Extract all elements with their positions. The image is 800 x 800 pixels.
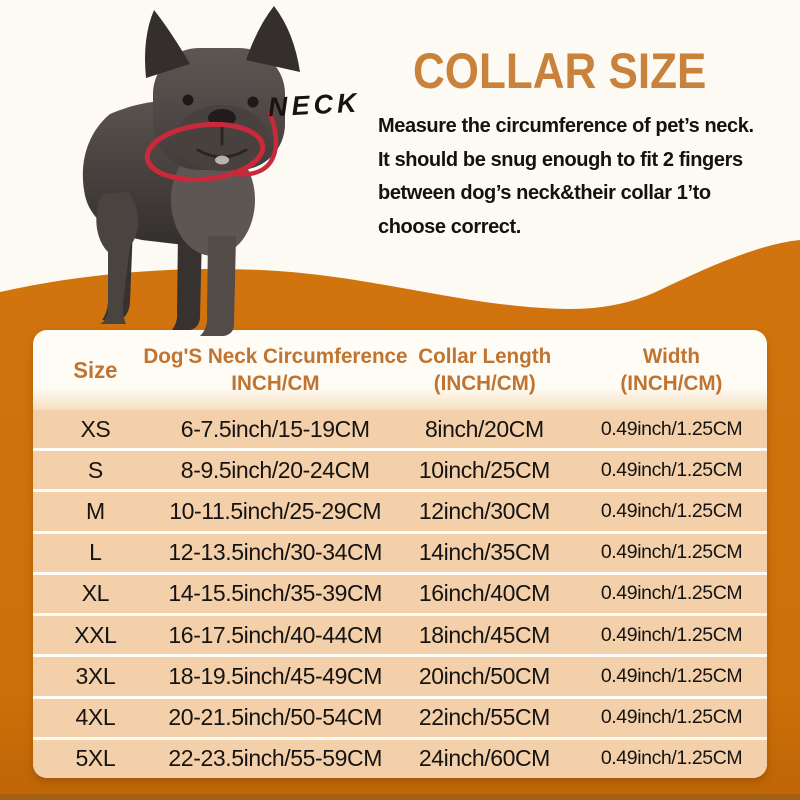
size-cell: M <box>86 498 105 525</box>
width-cell: 0.49inch/1.25CM <box>600 747 743 770</box>
table-row: 3XL 18-19.5inch/45-49CM 20inch/50CM 0.49… <box>33 657 767 696</box>
header-line: Dog'S Neck Circumference <box>143 344 408 368</box>
width-cell: 0.49inch/1.25CM <box>600 582 743 605</box>
table-row: 5XL 22-23.5inch/55-59CM 24inch/60CM 0.49… <box>33 739 767 778</box>
neck-cell: 8-9.5inch/20-24CM <box>180 456 370 483</box>
dog-left-eye <box>182 94 194 106</box>
neck-cell: 20-21.5inch/50-54CM <box>168 704 382 731</box>
column-header-width: Width (INCH/CM) <box>580 343 763 397</box>
table-row: S 8-9.5inch/20-24CM 10inch/25CM 0.49inch… <box>33 451 767 490</box>
length-cell: 20inch/50CM <box>418 662 551 689</box>
neck-cell: 10-11.5inch/25-29CM <box>169 498 382 525</box>
width-cell: 0.49inch/1.25CM <box>600 500 743 523</box>
column-header-neck-circumference: Dog'S Neck Circumference INCH/CM <box>143 343 407 397</box>
header-line: Width <box>642 344 701 368</box>
size-cell: L <box>89 539 102 566</box>
neck-label: NECK <box>267 87 362 123</box>
length-cell: 22inch/55CM <box>418 704 551 731</box>
table-row: M 10-11.5inch/25-29CM 12inch/30CM 0.49in… <box>33 492 767 531</box>
width-cell: 0.49inch/1.25CM <box>600 623 743 646</box>
neck-cell: 16-17.5inch/40-44CM <box>168 621 382 648</box>
dog-right-eye <box>247 96 259 108</box>
header-line: Collar Length <box>417 344 551 368</box>
table-row: L 12-13.5inch/30-34CM 14inch/35CM 0.49in… <box>33 533 767 572</box>
size-cell: 3XL <box>75 662 116 689</box>
header-line: (INCH/CM) <box>620 371 723 395</box>
dog-rear-leg <box>96 192 139 324</box>
dog-chin-spot <box>215 155 229 165</box>
size-table-panel: Size Dog'S Neck Circumference INCH/CM Co… <box>33 330 767 778</box>
size-cell: 5XL <box>75 745 116 772</box>
neck-cell: 12-13.5inch/30-34CM <box>168 539 382 566</box>
instruction-line: choose correct. <box>378 215 521 238</box>
neck-cell: 14-15.5inch/35-39CM <box>168 580 382 607</box>
header-line: (INCH/CM) <box>433 371 536 395</box>
table-body: XS 6-7.5inch/15-19CM 8inch/20CM 0.49inch… <box>33 410 767 778</box>
length-cell: 10inch/25CM <box>418 456 551 483</box>
dog-right-ear <box>246 6 300 72</box>
table-row: XXL 16-17.5inch/40-44CM 18inch/45CM 0.49… <box>33 616 767 655</box>
size-cell: XS <box>80 415 111 442</box>
header-line: INCH/CM <box>231 371 320 395</box>
size-cell: S <box>87 456 103 483</box>
table-row: XS 6-7.5inch/15-19CM 8inch/20CM 0.49inch… <box>33 410 767 449</box>
column-header-collar-length: Collar Length (INCH/CM) <box>396 343 572 397</box>
header-line: Size <box>73 356 118 383</box>
table-header-row: Size Dog'S Neck Circumference INCH/CM Co… <box>33 330 767 410</box>
column-header-size: Size <box>35 357 155 384</box>
table-row: XL 14-15.5inch/35-39CM 16inch/40CM 0.49i… <box>33 574 767 614</box>
table-row: 4XL 20-21.5inch/50-54CM 22inch/55CM 0.49… <box>33 698 767 737</box>
length-cell: 18inch/45CM <box>418 621 551 648</box>
neck-cell: 18-19.5inch/45-49CM <box>168 662 382 689</box>
length-cell: 24inch/60CM <box>418 745 551 772</box>
page-title: COLLAR SIZE <box>413 43 707 99</box>
bottom-edge-strip <box>0 794 800 800</box>
instruction-line: It should be snug enough to fit 2 finger… <box>378 148 743 171</box>
width-cell: 0.49inch/1.25CM <box>600 417 743 440</box>
width-cell: 0.49inch/1.25CM <box>600 541 743 564</box>
length-cell: 14inch/35CM <box>418 539 551 566</box>
instruction-line: between dog’s neck&their collar 1’to <box>378 182 711 204</box>
neck-annotation-circle <box>144 111 279 183</box>
width-cell: 0.49inch/1.25CM <box>600 458 743 481</box>
width-cell: 0.49inch/1.25CM <box>600 706 743 729</box>
length-cell: 16inch/40CM <box>418 580 551 607</box>
neck-cell: 22-23.5inch/55-59CM <box>168 745 382 772</box>
instruction-line: Measure the circumference of pet’s neck. <box>378 115 754 137</box>
measure-instructions: Measure the circumference of pet’s neck.… <box>378 110 798 244</box>
dog-left-ear <box>145 10 190 78</box>
dog-front-leg <box>200 236 236 336</box>
length-cell: 8inch/20CM <box>425 415 544 442</box>
size-cell: XXL <box>74 621 117 648</box>
size-cell: 4XL <box>75 704 116 731</box>
size-cell: XL <box>81 580 110 607</box>
dog-photo <box>82 6 300 336</box>
length-cell: 12inch/30CM <box>418 498 551 525</box>
neck-cell: 6-7.5inch/15-19CM <box>180 415 370 442</box>
width-cell: 0.49inch/1.25CM <box>600 664 743 687</box>
